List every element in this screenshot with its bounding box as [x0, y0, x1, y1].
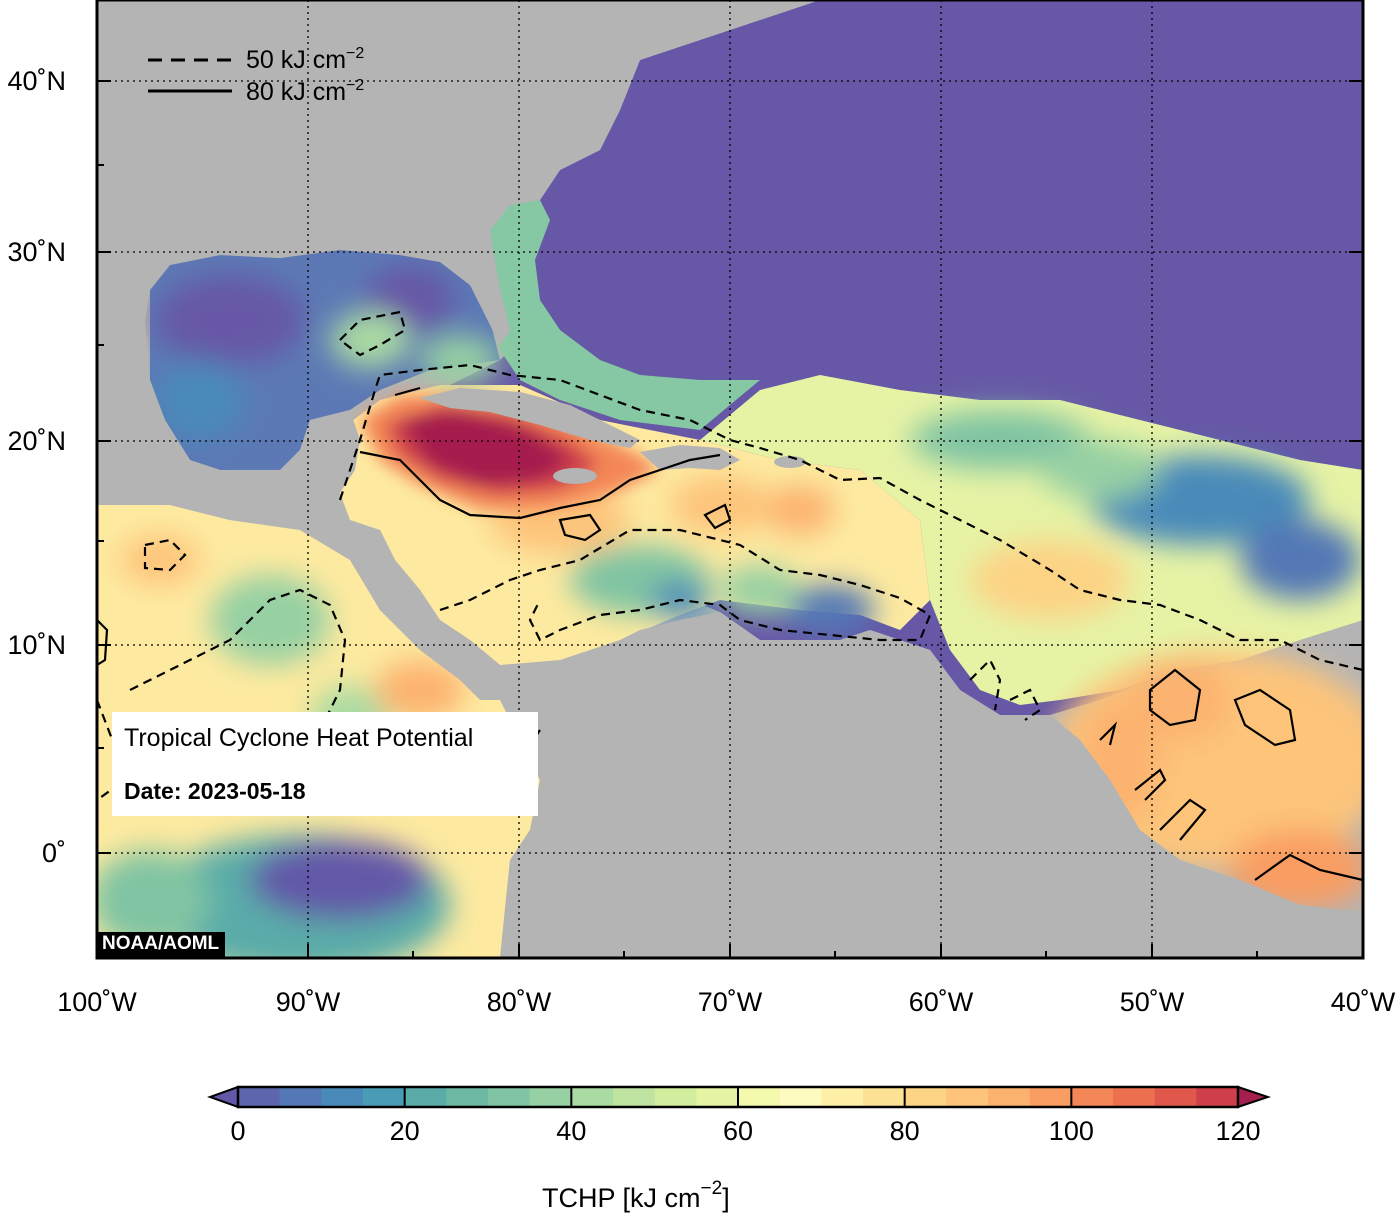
- colorbar-cell: [863, 1087, 906, 1107]
- lon-tick-label: 50˚W: [1120, 987, 1185, 1017]
- colorbar-cell: [738, 1087, 781, 1107]
- colorbar-cell: [1113, 1087, 1156, 1107]
- colorbar-cell: [488, 1087, 531, 1107]
- lat-tick-label: 0˚: [42, 838, 66, 868]
- colorbar-cell: [571, 1087, 614, 1107]
- title-box: Tropical Cyclone Heat Potential Date: 20…: [112, 712, 538, 816]
- map-area: [97, 0, 1363, 958]
- colorbar-min-arrow: [207, 1085, 239, 1109]
- colorbar-tick-label: 100: [1049, 1116, 1094, 1146]
- colorbar-cell: [988, 1087, 1031, 1107]
- land-south-america: [500, 612, 1363, 958]
- land-north-america: [97, 0, 820, 700]
- colorbar: 0 20 40 60 80 100 120 TCHP [kJ cm−2]: [207, 1085, 1272, 1213]
- colorbar-tick-label: 120: [1215, 1116, 1260, 1146]
- lon-tick-label: 60˚W: [909, 987, 974, 1017]
- colorbar-cell: [696, 1087, 739, 1107]
- lat-tick-label: 10˚N: [7, 630, 66, 660]
- lat-labels: 40˚N 30˚N 20˚N 10˚N 0˚: [7, 66, 66, 868]
- colorbar-cell: [1154, 1087, 1197, 1107]
- contours: [97, 310, 1363, 882]
- credit-label: NOAA/AOML: [98, 932, 226, 957]
- lon-tick-label: 100˚W: [57, 987, 137, 1017]
- lat-tick-label: 30˚N: [7, 237, 66, 267]
- land-cuba: [420, 388, 640, 448]
- colorbar-cell: [654, 1087, 697, 1107]
- lat-tick-label: 20˚N: [7, 426, 66, 456]
- colorbar-cell: [946, 1087, 989, 1107]
- colorbar-ticks: 0 20 40 60 80 100 120: [230, 1087, 1261, 1146]
- colorbar-cell: [238, 1087, 281, 1107]
- colorbar-cell: [613, 1087, 656, 1107]
- colorbar-cells: [238, 1087, 1239, 1107]
- colorbar-cell: [446, 1087, 489, 1107]
- colorbar-cell: [1029, 1087, 1072, 1107]
- land-jamaica: [553, 468, 597, 484]
- colorbar-cell: [904, 1087, 947, 1107]
- contour-legend: 50 kJ cm−2 80 kJ cm−2: [148, 45, 364, 106]
- land-hispaniola: [640, 445, 740, 470]
- lon-tick-label: 90˚W: [276, 987, 341, 1017]
- colorbar-cell: [529, 1087, 572, 1107]
- colorbar-cell: [821, 1087, 864, 1107]
- colorbar-cell: [779, 1087, 822, 1107]
- colorbar-cell: [1071, 1087, 1114, 1107]
- colorbar-tick-label: 0: [230, 1116, 245, 1146]
- lon-tick-label: 70˚W: [698, 987, 763, 1017]
- colorbar-tick-label: 60: [723, 1116, 753, 1146]
- lon-labels: 100˚W 90˚W 80˚W 70˚W 60˚W 50˚W 40˚W: [57, 987, 1396, 1017]
- colorbar-cell: [404, 1087, 447, 1107]
- colorbar-tick-label: 80: [890, 1116, 920, 1146]
- colorbar-max-arrow: [1237, 1085, 1272, 1109]
- contour-80: [97, 386, 1363, 882]
- colorbar-cell: [279, 1087, 322, 1107]
- land-puerto-rico: [774, 456, 806, 468]
- legend-label-50: 50 kJ cm−2: [246, 45, 364, 74]
- colorbar-cell: [321, 1087, 364, 1107]
- land: [97, 0, 1363, 958]
- lon-tick-label: 40˚W: [1331, 987, 1396, 1017]
- lon-tick-label: 80˚W: [487, 987, 552, 1017]
- map-title: Tropical Cyclone Heat Potential: [124, 724, 474, 752]
- colorbar-tick-label: 40: [556, 1116, 586, 1146]
- colorbar-title: TCHP [kJ cm−2]: [542, 1178, 730, 1213]
- colorbar-tick-label: 20: [390, 1116, 420, 1146]
- tick-marks: [96, 80, 1364, 958]
- colorbar-cell: [363, 1087, 406, 1107]
- legend-label-80: 80 kJ cm−2: [246, 77, 364, 106]
- contour-50: [97, 310, 1363, 812]
- colorbar-cell: [1196, 1087, 1239, 1107]
- map-date: Date: 2023-05-18: [124, 778, 306, 804]
- ocean-gulf-stream: [490, 200, 760, 430]
- lat-tick-label: 40˚N: [7, 66, 66, 96]
